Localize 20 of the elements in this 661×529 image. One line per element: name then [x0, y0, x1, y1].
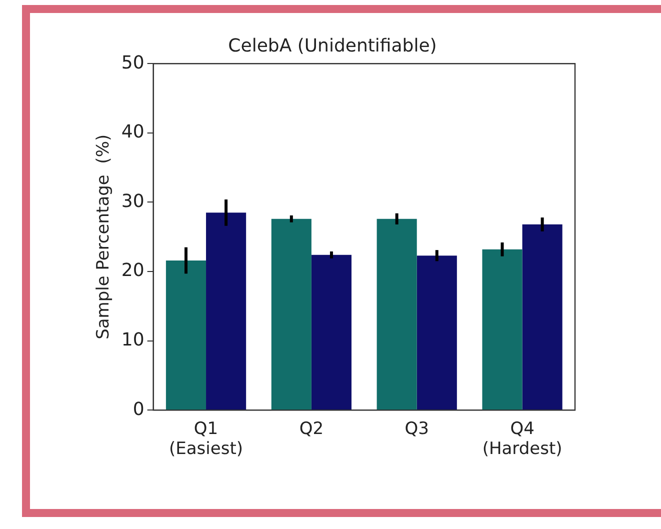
- x-tick-label: Q4 (Hardest): [482, 418, 562, 460]
- chart-title: CelebA (Unidentifiable): [228, 35, 437, 56]
- x-tick-label: Q1 (Easiest): [169, 418, 244, 460]
- bar: [271, 218, 312, 410]
- y-tick-label: 20: [121, 260, 144, 282]
- bar: [311, 254, 352, 410]
- bar: [206, 212, 246, 410]
- x-tick-label: Q2: [299, 418, 324, 439]
- y-tick-label: 40: [121, 122, 144, 143]
- bar: [376, 218, 417, 410]
- bar: [482, 249, 522, 410]
- bar: [522, 224, 562, 410]
- y-tick-label: 0: [132, 398, 144, 420]
- x-tick-label: Q3: [404, 418, 429, 439]
- y-axis-title: Sample Percentage (%): [94, 134, 114, 340]
- y-tick-label: 10: [121, 330, 144, 351]
- y-tick-label: 30: [121, 190, 144, 212]
- bar: [416, 256, 457, 410]
- bar: [166, 260, 206, 410]
- y-tick-label: 50: [121, 52, 144, 74]
